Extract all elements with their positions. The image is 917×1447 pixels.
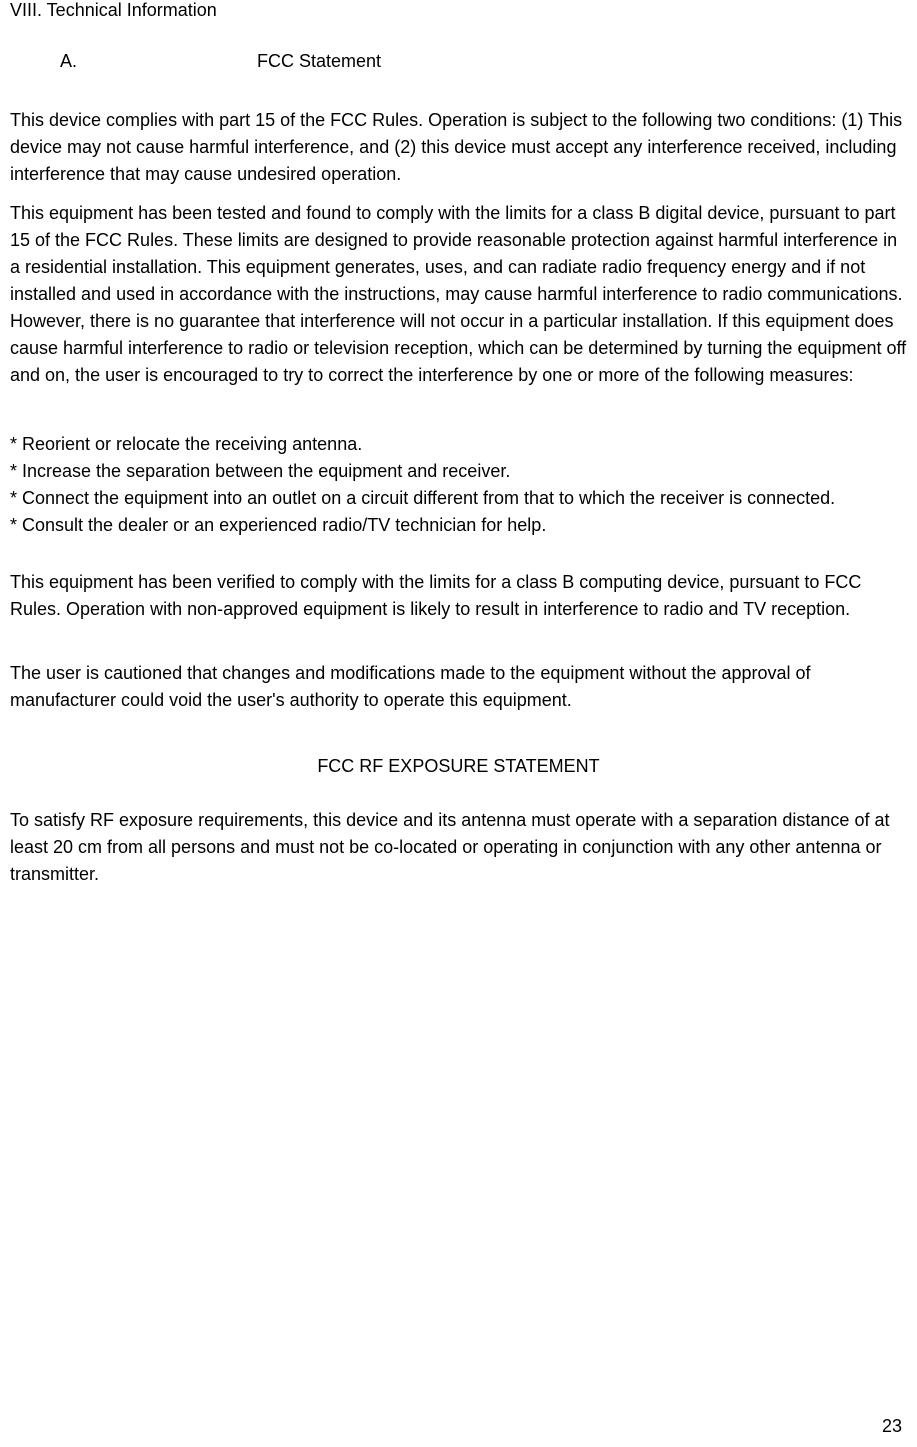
bullet-separation: * Increase the separation between the eq…	[10, 458, 907, 485]
paragraph-rf-exposure: To satisfy RF exposure requirements, thi…	[10, 807, 907, 888]
spacer	[10, 539, 907, 569]
paragraph-compliance: This device complies with part 15 of the…	[10, 107, 907, 188]
subsection-header: A. FCC Statement	[10, 51, 907, 72]
paragraph-tested: This equipment has been tested and found…	[10, 200, 907, 389]
section-heading: VIII. Technical Information	[10, 0, 907, 21]
subsection-title: FCC Statement	[257, 51, 381, 72]
bullet-circuit: * Connect the equipment into an outlet o…	[10, 485, 907, 512]
page-number: 23	[882, 1416, 902, 1437]
paragraph-caution: The user is cautioned that changes and m…	[10, 660, 907, 714]
subsection-letter: A.	[60, 51, 77, 72]
bullet-reorient: * Reorient or relocate the receiving ant…	[10, 431, 907, 458]
spacer	[10, 726, 907, 756]
spacer	[10, 635, 907, 660]
rf-exposure-heading: FCC RF EXPOSURE STATEMENT	[10, 756, 907, 777]
paragraph-verified: This equipment has been verified to comp…	[10, 569, 907, 623]
bullet-consult: * Consult the dealer or an experienced r…	[10, 512, 907, 539]
spacer	[10, 401, 907, 431]
